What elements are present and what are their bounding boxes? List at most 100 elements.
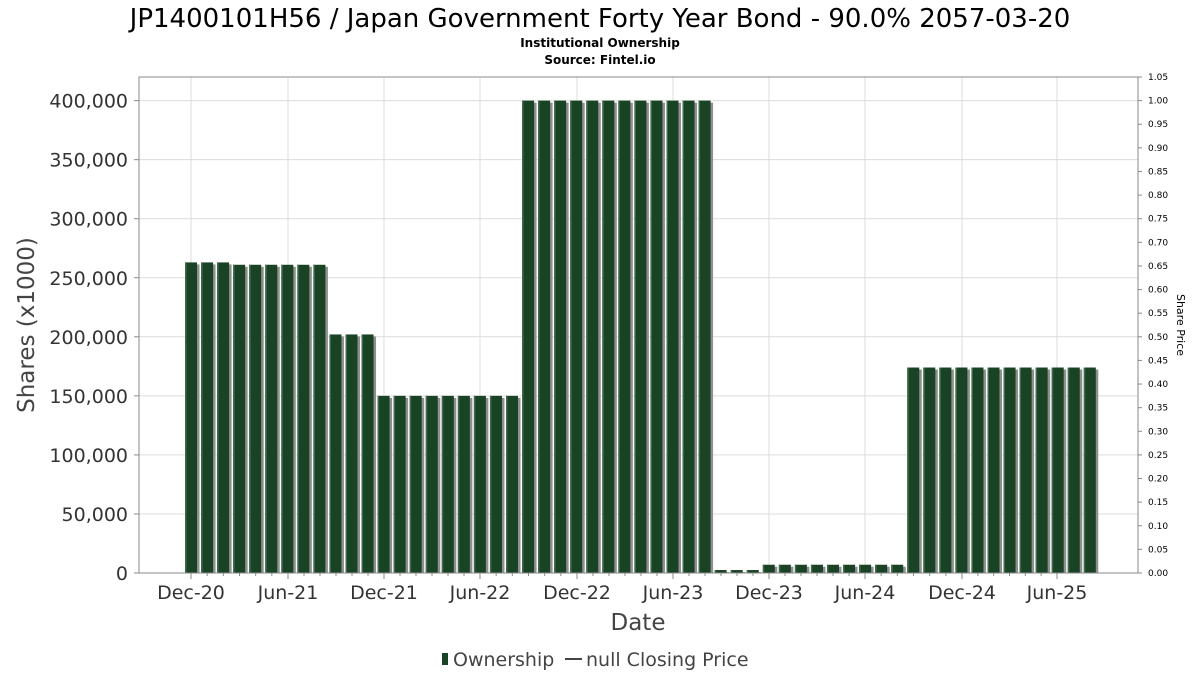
y2-axis-label: Share Price (1174, 294, 1187, 356)
plot-frame (138, 76, 1139, 574)
ownership-bar (859, 564, 872, 573)
ownership-bar (810, 564, 823, 573)
ownership-bar (730, 570, 743, 573)
bar-highlight (425, 395, 428, 573)
y2-tick-label: 0.20 (1148, 475, 1168, 485)
bar-highlight (313, 264, 315, 573)
x-tick-label: Dec-21 (350, 582, 418, 604)
y2-tick-label: 0.80 (1148, 191, 1168, 201)
chart-subtitle-2: Source: Fintel.io (544, 53, 655, 67)
y2-tick-label: 0.25 (1148, 451, 1168, 461)
ownership-bar (409, 395, 422, 573)
ownership-bar (425, 395, 438, 573)
ownership-bar (650, 100, 663, 573)
ownership-bar (538, 100, 551, 573)
y2-tick-label: 0.85 (1148, 167, 1168, 177)
bar-highlight (345, 334, 347, 573)
y-tick-label: 150,000 (49, 386, 128, 408)
ownership-bar (393, 395, 406, 573)
ownership-bar (634, 100, 647, 573)
bar-highlight (746, 570, 749, 573)
ownership-bar (875, 564, 888, 573)
legend-ownership-label: Ownership (453, 649, 554, 671)
y2-tick-label: 0.50 (1148, 333, 1168, 343)
bar-highlight (329, 334, 331, 573)
bar-highlight (987, 367, 989, 573)
bar-highlight (1083, 367, 1086, 573)
ownership-bar (746, 570, 759, 573)
bar-highlight (955, 367, 957, 573)
bar-highlight (875, 564, 877, 573)
ownership-bar (377, 395, 390, 573)
ownership-bar (1083, 367, 1096, 573)
ownership-bar (1051, 367, 1064, 573)
ownership-bar (666, 100, 679, 573)
y-axis-label: Shares (x1000) (14, 237, 40, 413)
ownership-bar (987, 367, 1000, 573)
x-axis-ticks: Dec-20 Jun-21 Dec-21 Jun-22 Dec-22 Jun-23 Dec-… (157, 573, 1087, 604)
ownership-bar (265, 264, 278, 573)
legend: Ownership null Closing Price (442, 649, 749, 671)
x-tick-label: Dec-22 (543, 582, 611, 604)
y2-tick-label: 0.60 (1148, 286, 1168, 296)
ownership-bar (233, 264, 246, 573)
ownership-bar (313, 264, 326, 573)
bar-highlight (971, 367, 973, 573)
ownership-bar (457, 395, 470, 573)
bar-highlight (217, 262, 219, 573)
ownership-bar (217, 262, 230, 573)
x-tick-label: Dec-23 (735, 582, 803, 604)
bar-highlight (843, 564, 845, 573)
y2-tick-label: 0.70 (1148, 238, 1168, 248)
ownership-bar (778, 564, 791, 573)
y2-tick-label: 1.00 (1148, 97, 1168, 107)
y2-tick-label: 0.10 (1148, 522, 1168, 532)
ownership-bar (522, 100, 535, 573)
y-tick-label: 200,000 (49, 327, 128, 349)
ownership-bar (473, 395, 486, 573)
ownership-bar (586, 100, 599, 573)
bar-highlight (634, 100, 636, 573)
bar-highlight (473, 395, 476, 573)
x-tick-label: Jun-23 (642, 582, 704, 604)
ownership-bar (249, 264, 262, 573)
bar-highlight (249, 264, 251, 573)
ownership-bar (827, 564, 839, 573)
bar-highlight (794, 564, 797, 573)
bar-highlight (762, 564, 765, 573)
y2-tick-label: 0.95 (1148, 120, 1168, 130)
bar-highlight (281, 264, 283, 573)
bar-highlight (538, 100, 540, 573)
bar-highlight (441, 395, 444, 573)
y-tick-label: 50,000 (62, 504, 128, 526)
bar-highlight (1035, 367, 1038, 573)
ownership-bar (698, 100, 711, 573)
y2-tick-label: 0.65 (1148, 262, 1168, 272)
x-tick-label: Dec-24 (928, 582, 996, 604)
bar-highlight (666, 100, 668, 573)
bar-highlight (522, 100, 524, 573)
y2-axis-ticks: 0.00 0.05 0.10 0.15 0.20 0.25 0.30 0.35 0.40 0.45… (1138, 73, 1168, 579)
ownership-bar (682, 100, 695, 573)
ownership-bar (201, 262, 214, 573)
ownership-bar (297, 264, 310, 573)
bar-highlight (810, 564, 813, 573)
x-tick-label: Dec-20 (157, 582, 225, 604)
ownership-bar (570, 100, 583, 573)
bar-highlight (923, 367, 925, 573)
legend-price-label: null Closing Price (586, 649, 749, 671)
bar-highlight (297, 264, 299, 573)
y2-tick-label: 0.00 (1148, 569, 1168, 579)
y2-tick-label: 0.90 (1148, 144, 1168, 154)
legend-ownership-swatch (442, 653, 448, 665)
bar-highlight (457, 395, 460, 573)
y2-tick-label: 0.40 (1148, 380, 1168, 390)
bar-highlight (698, 100, 701, 573)
ownership-bar (281, 264, 294, 573)
ownership-bar (1035, 367, 1048, 573)
bar-highlight (265, 264, 267, 573)
bar-highlight (714, 570, 717, 573)
bar-highlight (506, 395, 508, 573)
bar-highlight (393, 395, 396, 573)
